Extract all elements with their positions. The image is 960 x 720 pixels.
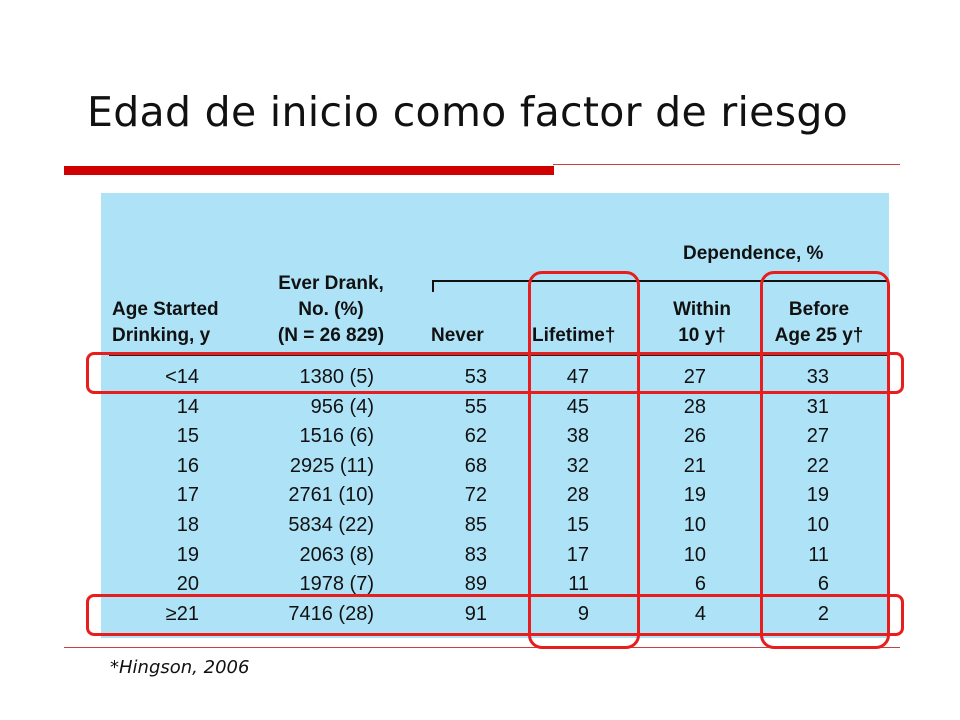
col-header-within-line1: Within xyxy=(673,299,731,320)
table-cell: 38 xyxy=(566,425,589,448)
table-cell: 19 xyxy=(683,484,706,507)
slide-title: Edad de inicio como factor de riesgo xyxy=(87,88,849,136)
header-divider xyxy=(109,354,887,356)
table-cell: 10 xyxy=(806,514,829,536)
title-underline-accent xyxy=(64,166,554,175)
highlight-column-lifetime xyxy=(528,271,640,649)
table-cell: ≥21 xyxy=(165,602,199,625)
table-cell: 18 xyxy=(176,514,199,536)
table-cell: 19 xyxy=(176,543,199,566)
table-cell: 2 xyxy=(817,602,829,625)
table-cell: 28 xyxy=(566,484,589,507)
table-cell: 6 xyxy=(694,573,706,596)
table-row: 19 2063 (8) 83 17 10 11 xyxy=(101,541,889,570)
table-cell: 85 xyxy=(464,514,487,536)
footnote-citation: *Hingson, 2006 xyxy=(110,657,250,678)
col-header-lifetime: Lifetime† xyxy=(532,323,615,349)
table-cell: 1516 (6) xyxy=(299,425,375,448)
table-cell: 68 xyxy=(464,454,487,477)
table-cell: 47 xyxy=(566,366,589,388)
table-cell: 17 xyxy=(566,543,589,566)
col-header-before-line1: Before xyxy=(788,299,850,320)
table-cell: 10 xyxy=(683,543,706,566)
title-underline-thin xyxy=(553,164,900,165)
table-cell: 11 xyxy=(808,543,829,566)
col-header-within-10y: Within 10 y† xyxy=(667,297,737,349)
table-cell: 956 (4) xyxy=(310,395,374,418)
table-cell: 15 xyxy=(176,425,199,448)
col-header-age: Age Started Drinking, y xyxy=(112,297,219,349)
table-cell: 91 xyxy=(464,602,487,625)
table-cell: 11 xyxy=(568,573,589,596)
table-cell: 21 xyxy=(683,454,706,477)
col-header-ever-drank-line2: No. (%) xyxy=(298,299,364,320)
table-cell: 7416 (28) xyxy=(288,602,374,625)
table-row: 20 1978 (7) 89 11 6 6 xyxy=(101,570,889,599)
table-cell: 26 xyxy=(683,425,706,448)
table-cell: 28 xyxy=(683,395,706,418)
table-cell: 72 xyxy=(464,484,487,507)
col-header-before-line2: Age 25 y† xyxy=(774,325,864,346)
table-cell: 33 xyxy=(806,366,829,388)
table-cell: 17 xyxy=(176,484,199,507)
table-cell: 16 xyxy=(176,454,199,477)
table-cell: 45 xyxy=(566,395,589,418)
table-row: ≥21 7416 (28) 91 9 4 2 xyxy=(101,600,889,629)
table-cell: 5834 (22) xyxy=(288,514,374,536)
table-cell: <14 xyxy=(165,366,199,388)
table-row: 15 1516 (6) 62 38 26 27 xyxy=(101,422,889,451)
table-row: 16 2925 (11) 68 32 21 22 xyxy=(101,452,889,481)
col-header-within-line2: 10 y† xyxy=(678,325,726,346)
table-cell: 14 xyxy=(176,395,199,418)
col-header-age-line2: Drinking, y xyxy=(112,325,211,346)
table-cell: 27 xyxy=(806,425,829,448)
col-header-lifetime-line1: Lifetime† xyxy=(532,325,616,346)
group-header-dependence: Dependence, % xyxy=(683,243,824,264)
table-row: 14 956 (4) 55 45 28 31 xyxy=(101,393,889,422)
table-cell: 20 xyxy=(176,573,199,596)
table-cell: 83 xyxy=(464,543,487,566)
table-cell: 53 xyxy=(464,366,487,388)
bottom-rule xyxy=(64,647,900,648)
table-cell: 1978 (7) xyxy=(299,573,375,596)
table-cell: 4 xyxy=(694,602,706,625)
table-cell: 31 xyxy=(806,395,829,418)
table-row: 18 5834 (22) 85 15 10 10 xyxy=(101,511,889,540)
table-cell: 27 xyxy=(683,366,706,388)
table-cell: 55 xyxy=(464,395,487,418)
group-header-bracket-tick xyxy=(432,280,434,292)
table-cell: 1380 (5) xyxy=(299,366,375,388)
table-cell: 10 xyxy=(683,514,706,536)
col-header-never: Never xyxy=(431,323,484,349)
col-header-ever-drank-line1: Ever Drank, xyxy=(278,273,384,294)
table-cell: 15 xyxy=(566,514,589,536)
col-header-ever-drank-line3: (N = 26 829) xyxy=(277,325,385,346)
col-header-ever-drank: Ever Drank, No. (%) (N = 26 829) xyxy=(268,271,394,349)
table-cell: 89 xyxy=(464,573,487,596)
table-cell: 22 xyxy=(806,454,829,477)
table-cell: 19 xyxy=(806,484,829,507)
table-cell: 2063 (8) xyxy=(299,543,375,566)
highlight-row-21-plus xyxy=(86,594,904,636)
table-row: 17 2761 (10) 72 28 19 19 xyxy=(101,481,889,510)
col-header-age-line1: Age Started xyxy=(112,299,219,320)
table-cell: 9 xyxy=(577,602,589,625)
col-header-never-line1: Never xyxy=(431,325,484,346)
data-table-panel: Dependence, % Age Started Drinking, y Ev… xyxy=(101,193,889,638)
col-header-before-25y: Before Age 25 y† xyxy=(771,297,867,349)
table-row: <14 1380 (5) 53 47 27 33 xyxy=(101,363,889,392)
highlight-row-under-14 xyxy=(86,352,904,394)
table-cell: 2761 (10) xyxy=(288,484,374,507)
table-cell: 32 xyxy=(566,454,589,477)
group-header-bracket xyxy=(432,280,888,282)
table-cell: 2925 (11) xyxy=(289,454,374,477)
table-cell: 6 xyxy=(817,573,829,596)
highlight-column-before-25y xyxy=(760,271,890,649)
table-cell: 62 xyxy=(464,425,487,448)
